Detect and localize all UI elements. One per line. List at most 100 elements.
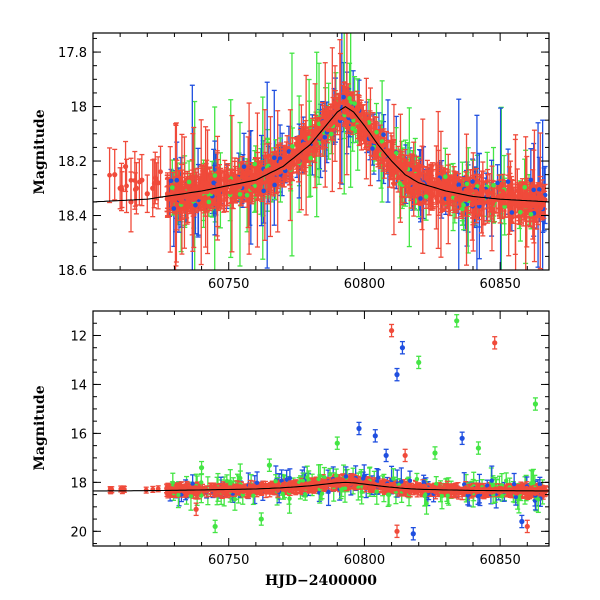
red-data-point (354, 104, 360, 110)
blue-data-point (381, 132, 386, 137)
blue-data-point (271, 155, 277, 161)
red-data-point (500, 188, 506, 194)
red-data-point (462, 190, 467, 195)
red-data-point (132, 177, 138, 183)
red-data-point (448, 183, 453, 189)
red-data-point (184, 200, 190, 205)
red-data-point (150, 185, 156, 191)
blue-data-point (211, 180, 216, 186)
blue-data-point (509, 210, 515, 215)
red-data-point (170, 198, 175, 204)
blue-data-point (174, 177, 180, 183)
red-data-point (515, 188, 520, 193)
red-data-point (536, 194, 542, 199)
y-tick-label: 17.8 (58, 46, 87, 61)
red-data-point (533, 205, 539, 211)
red-data-point (222, 178, 228, 183)
red-data-point (239, 174, 245, 180)
red-data-point (342, 110, 348, 115)
red-data-point (513, 194, 518, 200)
red-data-point (206, 184, 212, 190)
red-data-point (382, 154, 387, 159)
model-curve-line (93, 105, 549, 203)
red-data-point (180, 187, 185, 192)
red-data-point (538, 205, 544, 211)
red-data-point (438, 185, 444, 190)
red-data-point (395, 174, 401, 180)
red-data-point (164, 196, 170, 202)
red-data-point (385, 148, 390, 153)
red-data-point (256, 173, 261, 179)
green-data-point (461, 202, 466, 208)
red-data-point (225, 173, 231, 179)
red-data-point (236, 178, 242, 184)
blue-data-point (528, 177, 534, 183)
red-data-point (531, 197, 536, 203)
red-data-point (356, 128, 362, 134)
green-data-point (347, 96, 352, 101)
red-data-point (391, 168, 396, 174)
red-data-point (298, 144, 304, 150)
y-tick-label: 18.6 (58, 264, 87, 279)
red-data-point (152, 175, 158, 181)
green-data-point (502, 204, 507, 209)
blue-data-point (531, 187, 536, 193)
green-data-point (350, 126, 355, 131)
red-data-point (511, 200, 517, 205)
green-data-point (528, 211, 534, 217)
red-data-point (440, 181, 446, 187)
green-data-point (329, 131, 334, 137)
red-data-point (372, 139, 377, 144)
red-data-point (507, 198, 512, 203)
top-panel: 60750 60800 60850 18.6 18.4 18.2 18 17.8 Magnit… (32, 32, 550, 292)
red-data-point (112, 172, 118, 178)
red-data-point (320, 138, 326, 144)
red-data-point (357, 124, 363, 129)
red-data-point (416, 184, 422, 189)
red-data-point (158, 169, 163, 175)
green-data-point (443, 174, 448, 180)
red-data-point (503, 196, 508, 201)
red-data-point (358, 117, 364, 123)
green-data-point (244, 193, 250, 198)
red-data-point (107, 172, 112, 178)
red-data-point (289, 160, 295, 166)
red-data-point (202, 194, 208, 200)
red-data-point (271, 171, 276, 177)
red-data-point (349, 105, 355, 111)
green-data-point (518, 209, 523, 215)
green-data-point (491, 182, 496, 188)
y-tick-label: 18 (70, 101, 87, 116)
red-data-point (313, 130, 318, 136)
red-data-point (476, 200, 481, 206)
red-data-point (434, 196, 439, 201)
red-data-point (489, 206, 495, 211)
red-data-point (414, 172, 419, 178)
green-data-point (379, 139, 385, 144)
red-data-point (136, 179, 142, 185)
red-data-point (302, 151, 307, 156)
green-data-point (460, 206, 465, 212)
red-data-point (320, 120, 325, 126)
green-data-point (316, 121, 322, 127)
blue-data-point (505, 179, 511, 185)
red-data-point (296, 158, 301, 163)
red-data-point (215, 176, 221, 182)
bottom-errorbars (107, 314, 549, 541)
top-y-axis-label: Magnitude (32, 109, 48, 194)
red-data-point (397, 162, 403, 168)
blue-data-point (322, 134, 328, 140)
red-data-point (340, 100, 346, 106)
red-data-point (263, 180, 268, 185)
top-plot-frame (92, 32, 550, 271)
x-tick-label: 60800 (344, 277, 385, 292)
red-data-point (307, 149, 313, 154)
red-data-point (519, 200, 524, 205)
red-data-point (144, 191, 150, 197)
y-tick-label: 18.4 (58, 210, 87, 225)
red-data-point (490, 201, 495, 207)
red-data-point (486, 199, 492, 205)
top-model-curve (93, 105, 549, 203)
red-data-point (233, 186, 239, 192)
blue-data-point (341, 94, 346, 100)
